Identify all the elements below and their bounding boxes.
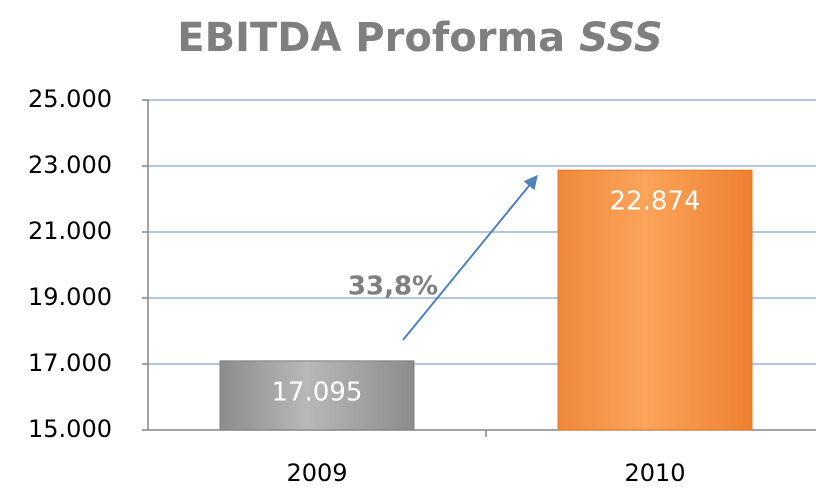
value-label: 17.095 [272, 377, 363, 407]
plot-area: 15.000 17.000 19.000 21.000 23.000 25.000 2009… [28, 85, 816, 487]
y-tick-label: 17.000 [28, 349, 112, 377]
y-tick-label: 15.000 [28, 415, 112, 443]
growth-arrow [402, 174, 538, 341]
bar [557, 169, 753, 431]
bar [219, 360, 415, 431]
y-tick-label: 21.000 [28, 217, 112, 245]
x-tick-label: 2010 [624, 459, 685, 487]
y-tick-label: 25.000 [28, 85, 112, 113]
chart-title: EBITDA Proforma SSS [177, 15, 662, 61]
title-emphasis: SSS [579, 15, 663, 61]
annotation: 33,8% [348, 272, 438, 302]
value-label: 22.874 [610, 187, 701, 217]
y-tick-label: 23.000 [28, 151, 112, 179]
title-main: EBITDA Proforma [177, 15, 565, 61]
y-tick-label: 19.000 [28, 283, 112, 311]
x-tick-label: 2009 [286, 459, 347, 487]
